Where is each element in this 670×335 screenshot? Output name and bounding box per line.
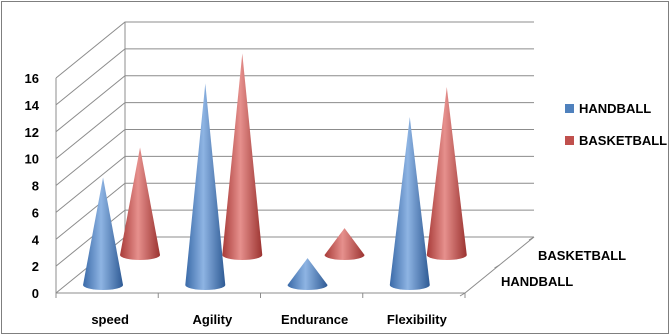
y-tick-label: 2: [32, 259, 39, 274]
depth-tick-mark: [459, 292, 466, 297]
gridline: [55, 75, 534, 133]
y-tick-label: 4: [32, 232, 40, 247]
cone-handball-agility: [185, 83, 226, 290]
cone-handball-endurance: [287, 258, 328, 290]
gridline: [55, 21, 534, 79]
cone-basketball-speed: [120, 147, 161, 260]
x-tick-label: Flexibility: [387, 312, 448, 327]
y-tick-label: 14: [25, 98, 40, 113]
y-tick-label: 12: [25, 125, 39, 140]
cone-basketball-endurance: [324, 228, 365, 260]
gridline: [55, 48, 534, 106]
y-tick-label: 0: [32, 286, 39, 301]
depth-axis: BASKETBALL HANDBALL: [501, 248, 626, 289]
y-tick-label: 10: [25, 152, 39, 167]
gridline: [55, 102, 534, 160]
depth-tick-mark: [494, 264, 500, 269]
y-tick-label: 16: [25, 71, 39, 86]
legend-swatch-basketball: [565, 136, 574, 145]
legend: HANDBALL BASKETBALL: [565, 101, 667, 148]
legend-swatch-handball: [565, 104, 574, 113]
plot-area: [83, 53, 467, 290]
x-tick-label: Endurance: [281, 312, 348, 327]
chart-walls: [55, 21, 535, 298]
depth-label: HANDBALL: [501, 274, 573, 289]
depth-label: BASKETBALL: [538, 248, 626, 263]
legend-label-basketball: BASKETBALL: [579, 133, 667, 148]
gridline: [55, 129, 534, 186]
depth-tick-mark: [528, 236, 535, 241]
y-tick-label: 8: [32, 179, 39, 194]
x-tick-label: speed: [91, 312, 129, 327]
x-axis: speed Agility Endurance Flexibility: [91, 312, 447, 327]
cone-basketball-agility: [222, 53, 263, 260]
x-tick-label: Agility: [193, 312, 233, 327]
cone-basketball-flexibility: [426, 87, 467, 260]
cone-handball-speed: [83, 177, 124, 290]
y-tick-label: 6: [32, 205, 39, 220]
legend-label-handball: HANDBALL: [579, 101, 651, 116]
gridline: [55, 155, 534, 213]
y-axis: 0 2 4 6 8 10 12 14 16: [25, 71, 40, 301]
cone-handball-flexibility: [389, 117, 430, 290]
